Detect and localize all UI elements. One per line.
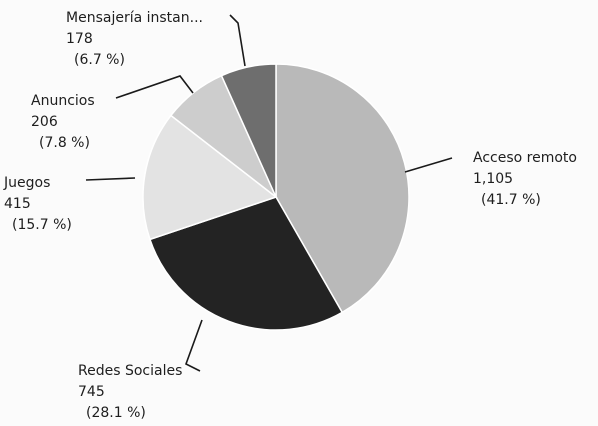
slice-label-text: Anuncios: [31, 93, 95, 109]
leader-line: [185, 319, 203, 372]
slice-percent-text: (15.7 %): [12, 217, 72, 233]
slice-label-text: Acceso remoto: [473, 150, 577, 166]
pie-slice-redes-sociales: [148, 196, 344, 331]
pie-slice-acceso-remoto: [275, 63, 410, 314]
leader-line: [404, 157, 453, 173]
slice-percent-text: (41.7 %): [481, 192, 541, 208]
slice-value-text: 745: [78, 384, 105, 400]
leader-line: [85, 177, 136, 181]
leader-line: [115, 75, 194, 99]
leader-lines-layer: [85, 14, 453, 372]
labels-layer: Acceso remoto 1,105 (41.7 %) Redes Sociales…: [3, 10, 577, 421]
leader-line: [229, 14, 246, 67]
slice-percent-text: (28.1 %): [86, 405, 146, 421]
slices-layer: [142, 63, 410, 331]
pie-slice-juegos: [142, 114, 278, 241]
slice-label-text: Juegos: [3, 175, 50, 191]
slice-label-text: Mensajería instan...: [66, 10, 203, 26]
slice-percent-text: (6.7 %): [74, 52, 125, 68]
slice-value-text: 415: [4, 196, 31, 212]
slice-percent-text: (7.8 %): [39, 135, 90, 151]
pie-slice-mensajer-a-instan: [220, 63, 277, 198]
slice-label-text: Redes Sociales: [78, 363, 182, 379]
slice-value-text: 1,105: [473, 171, 513, 187]
slice-value-text: 178: [66, 31, 93, 47]
slice-value-text: 206: [31, 114, 58, 130]
